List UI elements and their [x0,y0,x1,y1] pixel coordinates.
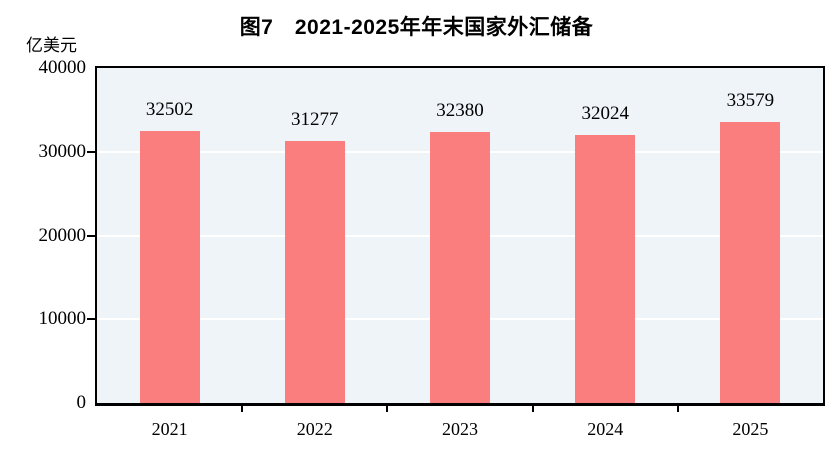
bar-value-label: 33579 [726,89,775,111]
x-tick-mark [531,406,534,412]
x-tick-label: 2022 [296,419,333,439]
x-tick-label: 2021 [151,419,188,439]
y-axis-unit-label: 亿美元 [26,36,77,55]
bar-value-label: 32380 [436,99,484,121]
y-tick-label: 0 [76,392,87,413]
x-tick-mark [386,406,389,412]
x-tick-mark [241,406,244,412]
y-tick-mark [87,150,95,153]
bar [139,130,200,403]
plot-area: 32502 31277 32380 32024 33579 [95,66,825,406]
bar [284,141,345,403]
y-tick-mark [87,318,95,321]
bar-value-label: 32502 [145,98,194,120]
x-tick-label: 2024 [587,419,624,439]
x-tick-label: 2023 [441,419,478,439]
bar [430,131,490,403]
x-tick-mark [676,406,679,412]
bar [720,121,781,403]
bar-value-label: 32024 [581,102,629,124]
chart-title: 图7 2021-2025年年末国家外汇储备 [239,16,594,39]
y-tick-label: 40000 [38,57,87,78]
bar [575,134,636,403]
x-tick-label: 2025 [732,419,769,439]
y-tick-label: 20000 [38,224,87,246]
bar-value-label: 31277 [291,109,339,131]
y-tick-label: 30000 [38,140,87,162]
y-tick-label: 10000 [38,308,87,330]
y-tick-mark [87,234,95,237]
